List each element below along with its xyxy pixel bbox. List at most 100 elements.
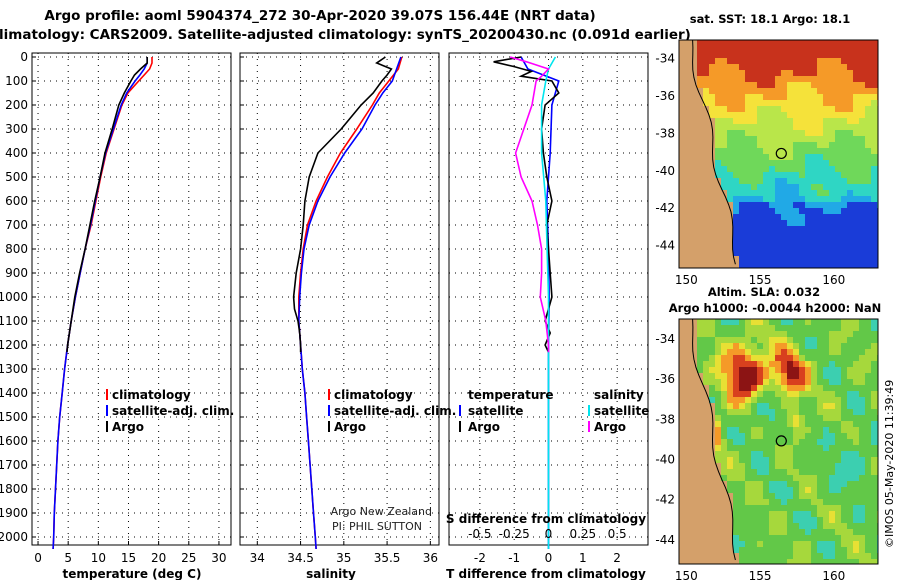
map-cell [787,505,793,511]
map-cell [697,469,703,475]
map-cell [817,40,823,46]
map-cell [685,385,691,391]
map-cell [805,457,811,463]
map-cell [793,130,799,136]
map-cell [757,553,763,559]
map-cell [817,142,823,148]
map-cell [811,481,817,487]
map-cell [775,391,781,397]
map-cell [847,373,853,379]
map-cell [865,94,871,100]
map-cell [751,130,757,136]
map-cell [715,118,721,124]
map-cell [703,499,709,505]
map-cell [835,445,841,451]
map-cell [787,421,793,427]
map-cell [823,481,829,487]
map-cell [769,166,775,172]
map-cell [703,505,709,511]
map-cell [703,397,709,403]
map-cell [757,82,763,88]
map-cell [745,88,751,94]
map-cell [829,256,835,262]
map-cell [679,40,685,46]
map-cell [685,469,691,475]
map-cell [829,451,835,457]
map-cell [847,226,853,232]
map-cell [715,232,721,238]
map-cell [763,403,769,409]
map-cell [709,196,715,202]
map-cell [829,319,835,325]
map-cell [847,403,853,409]
map-cell [811,112,817,118]
map-cell [859,160,865,166]
map-cell [691,124,697,130]
map-cell [799,337,805,343]
map-cell [823,559,829,564]
map-cell [841,343,847,349]
map-cell [841,154,847,160]
map-cell [775,559,781,564]
map-cell [823,64,829,70]
map-cell [835,487,841,493]
map-cell [685,184,691,190]
map-cell [847,391,853,397]
map-cell [733,160,739,166]
map-cell [817,226,823,232]
map-cell [823,361,829,367]
map-cell [715,457,721,463]
map-cell [811,178,817,184]
map-cell [715,421,721,427]
map-cell [751,517,757,523]
map-cell [715,385,721,391]
map-cell [859,232,865,238]
map-cell [751,178,757,184]
map-cell [763,136,769,142]
map-cell [763,202,769,208]
map-cell [835,541,841,547]
map-cell [685,46,691,52]
map-cell [775,184,781,190]
map-cell [679,343,685,349]
map-cell [865,541,871,547]
map-cell [727,106,733,112]
map-cell [835,433,841,439]
map-cell [871,541,877,547]
map-cell [799,481,805,487]
map-cell [817,232,823,238]
map-cell [865,517,871,523]
map-cell [823,190,829,196]
map-cell [787,118,793,124]
map-cell [679,511,685,517]
map-cell [865,433,871,439]
map-cell [685,475,691,481]
map-cell [709,142,715,148]
map-cell [769,409,775,415]
map-cell [751,415,757,421]
map-cell [709,559,715,564]
map-cell [769,475,775,481]
map-cell [793,427,799,433]
map-cell [847,160,853,166]
map-cell [793,547,799,553]
map-cell [823,469,829,475]
map-cell [805,244,811,250]
map-cell [691,208,697,214]
map-cell [817,244,823,250]
map-cell [859,178,865,184]
map-cell [757,529,763,535]
map-cell [691,130,697,136]
map-cell [793,403,799,409]
map-cell [829,106,835,112]
map-cell [871,403,877,409]
map-cell [751,202,757,208]
map-cell [841,475,847,481]
map-cell [727,409,733,415]
map-cell [721,124,727,130]
map-cell [847,487,853,493]
map-cell [829,178,835,184]
map-cell [745,451,751,457]
map-cell [703,40,709,46]
map-cell [865,202,871,208]
